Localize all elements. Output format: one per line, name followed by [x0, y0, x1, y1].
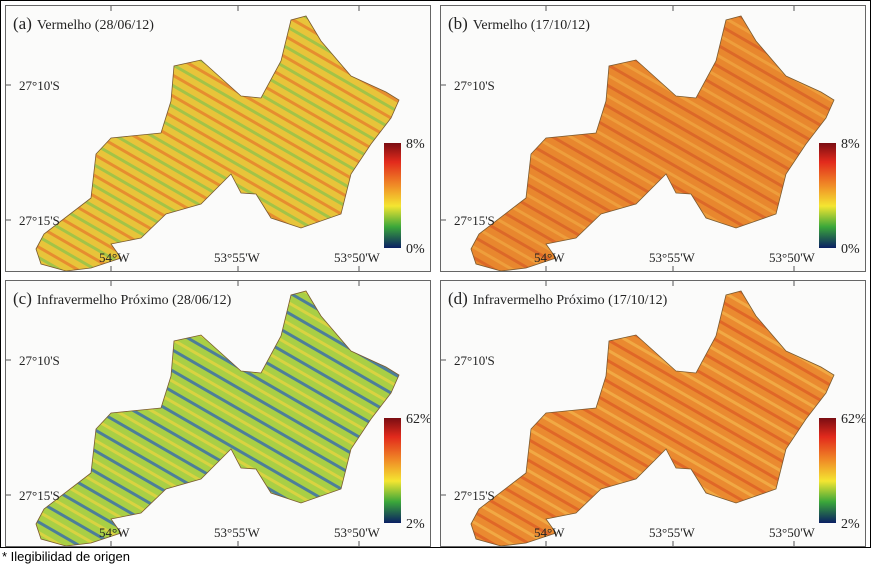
map-panel-b: (b) Vermelho (17/10/12) 27°10'S 27°15'S 5…: [440, 5, 866, 272]
lon-label: 53°55'W: [649, 525, 695, 540]
panel-title: (b) Vermelho (17/10/12): [448, 14, 590, 34]
study-area-map: [470, 290, 835, 546]
lon-label: 54°W: [99, 250, 130, 265]
panel-title: (d) Infravermelho Próximo (17/10/12): [448, 289, 667, 309]
colorbar-max: 8%: [406, 137, 425, 152]
lat-label: 27°10'S: [19, 353, 60, 368]
map-panel-a: (a) Vermelho (28/06/12) 27°10'S 27°15'S 5…: [5, 5, 431, 272]
map-svg: [441, 6, 835, 271]
map-svg: [6, 281, 400, 546]
lon-label: 53°55'W: [214, 250, 260, 265]
lon-label: 53°50'W: [769, 250, 815, 265]
lat-label: 27°15'S: [19, 213, 60, 228]
panel-title-text: Infravermelho Próximo (17/10/12): [472, 293, 668, 308]
lon-label: 53°50'W: [334, 525, 380, 540]
lon-label: 53°50'W: [334, 250, 380, 265]
colorbar-max: 62%: [841, 412, 866, 427]
map-svg: [6, 6, 400, 271]
panel-label: (a): [13, 14, 32, 33]
panel-title: (a) Vermelho (28/06/12): [13, 14, 154, 34]
colorbar: [384, 418, 401, 523]
panel-label: (b): [448, 14, 468, 33]
lat-label: 27°15'S: [19, 488, 60, 503]
footnote: * Ilegibilidad de origen: [2, 549, 130, 564]
map-svg: [441, 281, 835, 546]
panel-title-text: Vermelho (17/10/12): [472, 18, 590, 33]
colorbar-min: 2%: [406, 517, 425, 532]
lat-label: 27°15'S: [454, 488, 495, 503]
study-area-map: [35, 15, 400, 271]
lon-label: 54°W: [99, 525, 130, 540]
lat-label: 27°10'S: [19, 78, 60, 93]
lon-label: 53°50'W: [769, 525, 815, 540]
study-area-map: [35, 290, 400, 546]
colorbar-min: 0%: [841, 242, 860, 257]
study-area-map: [470, 15, 835, 271]
panel-title-text: Vermelho (28/06/12): [36, 18, 154, 33]
lon-label: 54°W: [534, 250, 565, 265]
lon-label: 53°55'W: [214, 525, 260, 540]
lon-label: 53°55'W: [649, 250, 695, 265]
colorbar-max: 8%: [841, 137, 860, 152]
lat-label: 27°10'S: [454, 353, 495, 368]
colorbar-min: 0%: [406, 242, 425, 257]
panel-title-text: Infravermelho Próximo (28/06/12): [36, 293, 232, 308]
map-panel-d: (d) Infravermelho Próximo (17/10/12) 27°1…: [440, 280, 866, 547]
colorbar: [819, 418, 836, 523]
lat-label: 27°10'S: [454, 78, 495, 93]
panel-title: (c) Infravermelho Próximo (28/06/12): [13, 289, 231, 309]
colorbar: [384, 143, 401, 248]
map-panel-c: (c) Infravermelho Próximo (28/06/12) 27°1…: [5, 280, 431, 547]
panel-label: (d): [448, 289, 468, 308]
lat-label: 27°15'S: [454, 213, 495, 228]
colorbar: [819, 143, 836, 248]
lon-label: 54°W: [534, 525, 565, 540]
panel-label: (c): [13, 289, 32, 308]
colorbar-max: 62%: [406, 412, 431, 427]
colorbar-min: 2%: [841, 517, 860, 532]
